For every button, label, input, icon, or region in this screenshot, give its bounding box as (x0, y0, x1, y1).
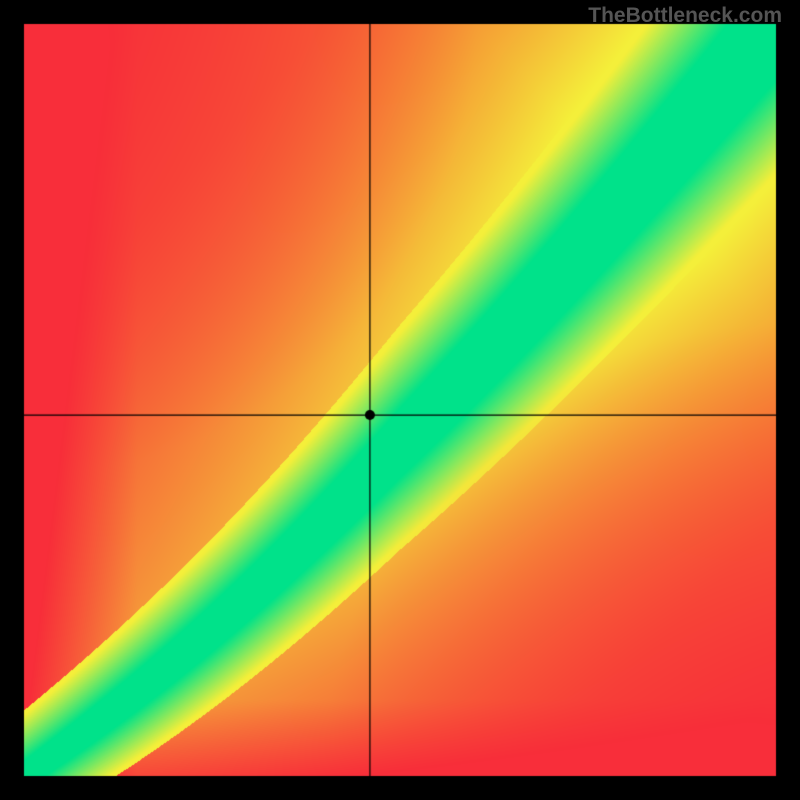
watermark-text: TheBottleneck.com (588, 4, 782, 28)
heatmap-canvas (0, 0, 800, 800)
chart-container: TheBottleneck.com (0, 0, 800, 800)
